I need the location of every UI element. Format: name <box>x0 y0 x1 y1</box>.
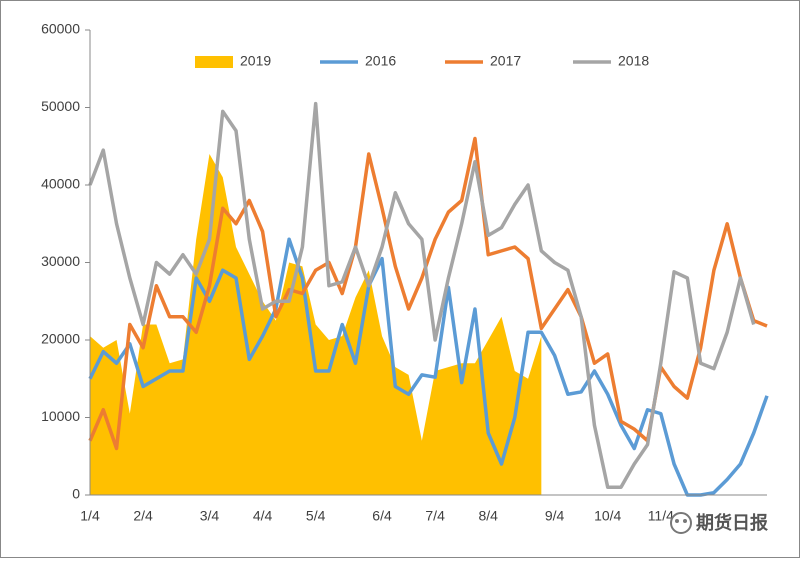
x-tick-label: 1/4 <box>80 508 100 524</box>
watermark: 期货日报 <box>696 512 768 533</box>
x-tick-label: 2/4 <box>133 508 153 524</box>
y-tick-label: 40000 <box>41 176 80 192</box>
watermark-icon <box>670 512 692 534</box>
x-tick-label: 3/4 <box>200 508 220 524</box>
x-tick-label: 4/4 <box>253 508 273 524</box>
legend-label: 2018 <box>618 53 649 69</box>
x-tick-label: 10/4 <box>594 508 621 524</box>
x-tick-label: 9/4 <box>545 508 565 524</box>
legend-label: 2017 <box>490 53 521 69</box>
x-tick-label: 8/4 <box>479 508 499 524</box>
x-tick-label: 6/4 <box>372 508 392 524</box>
y-tick-label: 50000 <box>41 98 80 114</box>
y-tick-label: 10000 <box>41 408 80 424</box>
area <box>90 154 542 495</box>
y-tick-label: 60000 <box>41 21 80 37</box>
legend-label: 2016 <box>365 53 396 69</box>
legend-swatch <box>195 56 233 68</box>
x-tick-label: 11/4 <box>648 508 674 524</box>
x-tick-label: 7/4 <box>425 508 445 524</box>
y-tick-label: 20000 <box>41 331 80 347</box>
y-tick-label: 30000 <box>41 253 80 269</box>
legend-label: 2019 <box>240 53 271 69</box>
line <box>88 101 756 489</box>
x-tick-label: 5/4 <box>306 508 326 524</box>
y-tick-label: 0 <box>72 486 80 502</box>
